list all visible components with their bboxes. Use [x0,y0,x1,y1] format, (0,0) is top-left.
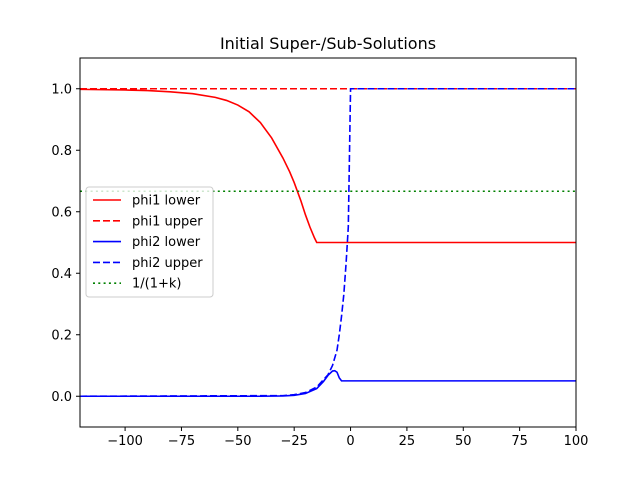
y-tick-label: 0.2 [51,328,72,343]
legend-box [85,186,214,298]
y-tick-label: 0.4 [51,267,72,282]
x-tick-label: 100 [564,434,589,449]
x-tick-label: −25 [280,434,307,449]
x-tick-label: 50 [455,434,472,449]
legend-label: phi1 lower [132,194,201,209]
y-tick-label: 1.0 [51,82,72,97]
x-tick-label: 0 [346,434,354,449]
legend: phi1 lower phi1 upper phi2 lower phi2 upper… [85,186,214,298]
y-tick-label: 0.0 [51,390,72,405]
x-tick-label: 25 [399,434,416,449]
legend-label: 1/(1+k) [132,277,182,292]
ticks-layer: −100 −75 −50 −25 0 25 50 75 100 0.0 0.2 0.4 0.6 0.8 1.… [51,82,588,449]
series-line-phi2-upper [80,87,576,398]
legend-label: phi2 lower [132,235,201,250]
x-tick-label: 75 [511,434,528,449]
y-tick-label: 0.6 [51,205,72,220]
x-tick-label: −75 [168,434,195,449]
y-tick-label: 0.8 [51,144,72,159]
legend-label: phi1 upper [132,214,203,229]
x-tick-label: −50 [224,434,251,449]
chart-title: Initial Super-/Sub-Solutions [220,34,436,53]
x-tick-label: −100 [107,434,143,449]
legend-label: phi2 upper [132,256,203,271]
axes-frame [79,57,577,428]
series-layer [80,87,576,398]
series-line-phi1-lower [80,88,576,244]
